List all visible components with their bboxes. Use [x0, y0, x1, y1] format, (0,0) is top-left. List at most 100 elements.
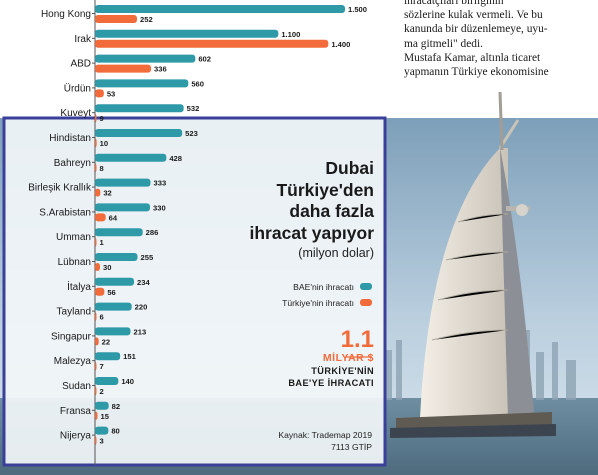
bae-bar	[95, 253, 138, 261]
data-label: 1.500	[348, 5, 367, 14]
data-label: 151	[123, 352, 136, 361]
bae-bar	[95, 54, 196, 63]
stat-value: 1.1	[340, 326, 374, 353]
infographic-title: Dubai Türkiye'den daha fazla ihracat yap…	[248, 158, 375, 262]
article-line: sözlerine kulak vermeli. Ve bu	[404, 9, 543, 22]
data-label: 213	[134, 327, 147, 336]
article-line: ihracatçıları birliğinin	[404, 0, 504, 7]
source-note: Kaynak: Trademap 2019 7113 GTİP	[250, 429, 372, 453]
bae-bar	[95, 203, 150, 212]
turkiye-bar	[95, 64, 151, 73]
stat-caption: TÜRKİYE'NİN	[311, 366, 374, 376]
data-label: 532	[187, 104, 200, 113]
data-label: 82	[112, 402, 120, 411]
data-label: 53	[107, 89, 115, 98]
category-label: Fransa	[60, 406, 92, 417]
data-label: 32	[103, 189, 111, 198]
turkiye-bar	[95, 39, 329, 48]
data-label: 336	[154, 65, 167, 74]
source-line: 7113 GTİP	[331, 442, 372, 452]
data-label: 428	[169, 154, 182, 163]
turkiye-bar	[95, 163, 97, 172]
data-label: 64	[109, 213, 118, 222]
data-label: 252	[140, 15, 153, 24]
burj-al-arab-illustration	[390, 91, 556, 438]
bar-chart: Hong Kong 1.500 252 Irak 1.100 1.400 ABD 602 336…	[28, 0, 367, 465]
category-label: Birleşik Krallık	[28, 183, 92, 194]
data-label: 80	[111, 427, 119, 436]
category-label: Lübnan	[58, 257, 91, 268]
bae-bar	[95, 129, 183, 137]
article-line: kanunda bir düzenlemeye, uyu-	[404, 23, 548, 36]
category-label: Umman	[56, 232, 91, 243]
category-label: Hindistan	[49, 133, 91, 144]
data-label: 220	[135, 303, 148, 312]
article-text: ihracatçıları birliğinin sözlerine kulak…	[404, 0, 594, 79]
bae-bar	[95, 277, 134, 286]
bae-bar	[95, 302, 132, 311]
data-label: 560	[191, 79, 204, 88]
bae-bar	[95, 352, 121, 361]
data-label: 333	[154, 179, 167, 188]
bae-bar	[95, 104, 184, 113]
title-line: Türkiye'den	[276, 179, 374, 200]
data-label: 286	[146, 228, 159, 237]
category-label: Malezya	[54, 356, 92, 367]
data-label: 2	[100, 387, 104, 396]
title-line: ihracat yapıyor	[249, 222, 375, 243]
data-label: 234	[137, 278, 150, 287]
bae-bar	[95, 153, 167, 162]
turkiye-bar	[95, 387, 97, 395]
stat-unit: MİLYAR $	[322, 352, 374, 364]
article-line: ma gitmeli" dedi.	[404, 37, 483, 50]
category-label: İtalya	[67, 280, 91, 293]
data-label: 22	[102, 337, 110, 346]
turkiye-bar	[95, 238, 97, 247]
data-label: 56	[107, 288, 115, 297]
data-label: 8	[100, 164, 104, 173]
bae-bar	[95, 377, 119, 385]
data-label: 15	[101, 412, 110, 421]
turkiye-bar	[95, 287, 105, 296]
bae-bar	[95, 426, 109, 435]
turkiye-bar	[95, 139, 97, 147]
data-label: 523	[185, 129, 198, 138]
turkiye-bar	[95, 15, 137, 23]
bae-bar	[95, 327, 131, 336]
data-label: 255	[141, 253, 154, 262]
turkiye-bar	[95, 312, 97, 321]
category-label: Tayland	[57, 307, 91, 318]
category-label: S.Arabistan	[39, 207, 91, 218]
data-label: 602	[198, 55, 211, 64]
article-line: yapmanın Türkiye ekonomisine	[404, 66, 549, 79]
category-label: Nijerya	[60, 431, 92, 442]
stat-callout: 1.1 MİLYAR $ TÜRKİYE'NİN BAE'YE İHRACATI	[248, 328, 374, 389]
category-label: Kuveyt	[60, 108, 91, 119]
bae-bar	[95, 401, 109, 410]
turkiye-bar	[95, 436, 97, 445]
data-label: 10	[100, 139, 108, 148]
legend-swatch	[360, 283, 372, 290]
bae-bar	[95, 29, 279, 38]
source-line: Kaynak: Trademap 2019	[278, 430, 372, 440]
legend-label: Türkiye'nin ihracatı	[282, 298, 354, 308]
category-label: Singapur	[51, 331, 92, 342]
legend-label: BAE'nin ihracatı	[293, 282, 354, 292]
data-label: 9	[100, 114, 104, 123]
turkiye-bar	[95, 362, 97, 371]
turkiye-bar	[95, 213, 106, 222]
category-label: Hong Kong	[41, 9, 91, 20]
data-label: 330	[153, 203, 166, 212]
turkiye-bar	[95, 188, 101, 197]
subtitle: (milyon dolar)	[298, 246, 374, 260]
bae-bar	[95, 79, 189, 88]
turkiye-bar	[95, 89, 104, 98]
category-label: Bahreyn	[54, 158, 91, 169]
category-label: Irak	[74, 34, 92, 45]
title-line: Dubai	[325, 158, 374, 178]
title-line: daha fazla	[289, 201, 374, 221]
turkiye-bar	[95, 263, 100, 271]
data-label: 7	[100, 362, 104, 371]
data-label: 3	[100, 437, 104, 446]
